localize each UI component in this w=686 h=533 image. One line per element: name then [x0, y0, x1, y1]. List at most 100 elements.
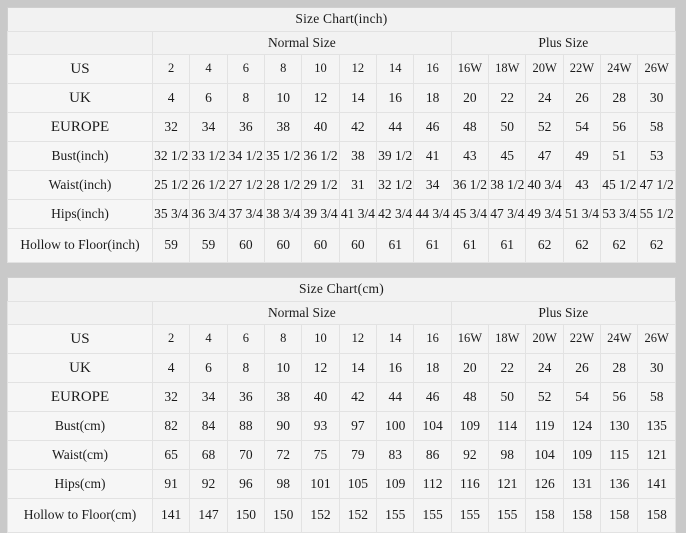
cell: 121 [488, 469, 527, 499]
cell: 47 [525, 141, 564, 171]
cell: 44 3/4 [413, 199, 452, 229]
table-row: Hips(inch) 35 3/4 36 3/4 37 3/4 38 3/4 3… [7, 199, 676, 229]
table-row: EUROPE 32 34 36 38 40 42 44 46 48 50 52 … [7, 112, 676, 142]
cell: 12 [338, 54, 378, 84]
cell: 26 [562, 83, 602, 113]
cell: 155 [413, 498, 452, 533]
cell: 34 [189, 112, 228, 142]
group-header-plus-size: Plus Size [450, 31, 676, 55]
cell: 20 [450, 353, 490, 383]
table-row: Hollow to Floor(inch) 59 59 60 60 60 60 … [7, 228, 676, 263]
cell: 61 [376, 228, 415, 263]
cell: 34 [413, 170, 452, 200]
cell: 26W [637, 54, 676, 84]
cell: 131 [562, 469, 602, 499]
cell: 43 [450, 141, 490, 171]
cell: 44 [376, 112, 415, 142]
table-row: Waist(cm) 65 68 70 72 75 79 83 86 92 98 … [7, 440, 676, 470]
cell: 100 [376, 411, 415, 441]
cell: 54 [562, 382, 602, 412]
row-label-europe: EUROPE [7, 112, 153, 142]
cell: 155 [488, 498, 527, 533]
row-label-europe: EUROPE [7, 382, 153, 412]
cell: 26W [637, 324, 676, 354]
cell: 86 [413, 440, 452, 470]
cell: 55 1/2 [637, 199, 676, 229]
cell: 42 [338, 112, 378, 142]
cell: 24W [600, 324, 639, 354]
cell: 59 [151, 228, 191, 263]
cell: 79 [338, 440, 378, 470]
cell: 35 1/2 [264, 141, 303, 171]
cell: 54 [562, 112, 602, 142]
cell: 45 3/4 [450, 199, 490, 229]
cell: 32 [151, 382, 191, 412]
cell: 10 [301, 54, 340, 84]
cell: 101 [301, 469, 340, 499]
cell: 20W [525, 324, 564, 354]
cell: 147 [189, 498, 228, 533]
cell: 36 3/4 [189, 199, 228, 229]
cell: 32 1/2 [151, 141, 191, 171]
cell: 141 [637, 469, 676, 499]
cell: 152 [301, 498, 340, 533]
group-header-spacer [7, 301, 153, 325]
table-row: Hips(cm) 91 92 96 98 101 105 109 112 116… [7, 469, 676, 499]
cell: 47 1/2 [637, 170, 676, 200]
cell: 16W [450, 54, 490, 84]
cell: 59 [189, 228, 228, 263]
cell: 115 [600, 440, 639, 470]
cell: 105 [338, 469, 378, 499]
cell: 24W [600, 54, 639, 84]
cell: 40 3/4 [525, 170, 564, 200]
row-label-waist: Waist(cm) [7, 440, 153, 470]
cell: 4 [151, 83, 191, 113]
cell: 26 1/2 [189, 170, 228, 200]
cell: 104 [525, 440, 564, 470]
cell: 8 [226, 83, 266, 113]
cell: 41 [413, 141, 452, 171]
cell: 52 [525, 112, 564, 142]
table-row: US 2 4 6 8 10 12 14 16 16W 18W 20W 22W 2… [7, 324, 676, 354]
cell: 61 [488, 228, 527, 263]
cell: 16 [413, 324, 452, 354]
cell: 62 [637, 228, 676, 263]
cell: 22W [562, 324, 602, 354]
table-row: UK 4 6 8 10 12 14 16 18 20 22 24 26 28 3… [7, 83, 676, 113]
cell: 51 [600, 141, 639, 171]
cell: 41 3/4 [338, 199, 378, 229]
cell: 91 [151, 469, 191, 499]
cell: 155 [376, 498, 415, 533]
cell: 18 [413, 83, 452, 113]
cell: 119 [525, 411, 564, 441]
cell: 20W [525, 54, 564, 84]
cell: 10 [301, 324, 340, 354]
cell: 36 1/2 [301, 141, 340, 171]
cell: 16W [450, 324, 490, 354]
table-row: UK 4 6 8 10 12 14 16 18 20 22 24 26 28 3… [7, 353, 676, 383]
cell: 26 [562, 353, 602, 383]
cell: 97 [338, 411, 378, 441]
cell: 42 [338, 382, 378, 412]
cell: 82 [151, 411, 191, 441]
cell: 44 [376, 382, 415, 412]
cell: 93 [301, 411, 340, 441]
cell: 31 [338, 170, 378, 200]
cell: 60 [338, 228, 378, 263]
cell: 14 [376, 54, 415, 84]
cell: 155 [450, 498, 490, 533]
cell: 22 [488, 83, 527, 113]
cell: 14 [376, 324, 415, 354]
cell: 20 [450, 83, 490, 113]
cell: 22 [488, 353, 527, 383]
cell: 37 3/4 [226, 199, 266, 229]
cell: 16 [413, 54, 452, 84]
cell: 49 3/4 [525, 199, 564, 229]
cell: 14 [338, 83, 378, 113]
row-label-hips: Hips(cm) [7, 469, 153, 499]
cell: 98 [488, 440, 527, 470]
cell: 33 1/2 [189, 141, 228, 171]
cell: 12 [301, 353, 340, 383]
cell: 109 [562, 440, 602, 470]
cell: 2 [151, 324, 191, 354]
